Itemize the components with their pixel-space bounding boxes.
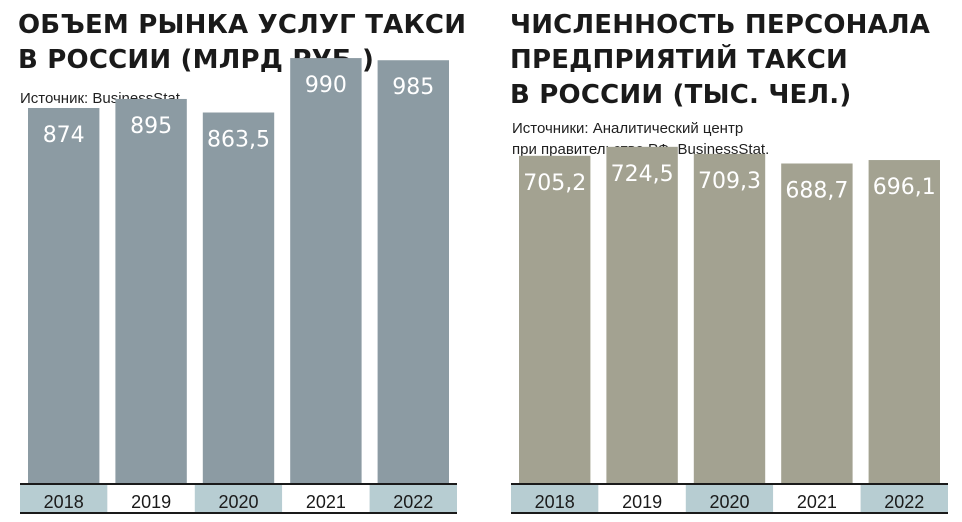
bar	[693, 153, 766, 484]
bar	[519, 155, 591, 484]
chart-title: ЧИСЛЕННОСТЬ ПЕРСОНАЛА ПРЕДПРИЯТИЙ ТАКСИ …	[510, 8, 930, 113]
bar	[115, 98, 187, 484]
bar	[606, 146, 678, 484]
x-tick-label: 2022	[884, 492, 924, 512]
bar-value-label: 863,5	[207, 128, 270, 153]
chart-source-line: Источники: Аналитический центр	[512, 120, 744, 137]
axis-band-cell	[860, 484, 948, 513]
bar-value-label: 705,2	[523, 171, 586, 196]
bar-value-label: 990	[305, 73, 347, 98]
chart-title-line: ЧИСЛЕННОСТЬ ПЕРСОНАЛА	[510, 10, 931, 40]
staff-count-panel: ЧИСЛЕННОСТЬ ПЕРСОНАЛА ПРЕДПРИЯТИЙ ТАКСИ …	[500, 0, 962, 522]
bar	[377, 60, 449, 484]
x-tick-label: 2020	[218, 492, 258, 512]
bar-value-label: 724,5	[611, 162, 674, 187]
chart-title-line: В РОССИИ (ТЫС. ЧЕЛ.)	[510, 80, 852, 110]
x-tick-label: 2020	[709, 492, 749, 512]
chart-title-line: ПРЕДПРИЯТИЙ ТАКСИ	[510, 45, 848, 75]
bar	[781, 163, 853, 484]
staff-count-chart: 705,2 724,5 709,3 688,7 696,1 2018 2019 2020 202…	[511, 146, 948, 514]
x-tick-label: 2021	[306, 492, 346, 512]
bar-value-label: 709,3	[698, 169, 761, 194]
x-tick-label: 2022	[393, 492, 433, 512]
bar-value-label: 688,7	[785, 178, 848, 203]
market-volume-panel: ОБЪЕМ РЫНКА УСЛУГ ТАКСИ В РОССИИ (МЛРД Р…	[0, 0, 470, 522]
bar-value-label: 696,1	[873, 175, 936, 200]
x-tick-label: 2018	[44, 492, 84, 512]
bar	[290, 58, 362, 485]
x-tick-label: 2018	[535, 492, 575, 512]
x-tick-label: 2021	[797, 492, 837, 512]
chart-title-line: ОБЪЕМ РЫНКА УСЛУГ ТАКСИ	[18, 10, 467, 40]
axis-band-cell	[685, 484, 774, 513]
axis-band-cell	[511, 484, 599, 513]
x-tick-label: 2019	[131, 492, 171, 512]
axis-band-cell	[369, 484, 457, 513]
x-tick-label: 2019	[622, 492, 662, 512]
market-volume-chart: 874 895 863,5 990 985 2018 2019 2020 2021 2022	[20, 58, 457, 514]
axis-band-cell	[20, 484, 108, 513]
axis-band-cell	[107, 484, 195, 513]
axis-band-cell	[194, 484, 283, 513]
bar-value-label: 874	[43, 123, 85, 148]
axis-band-cell	[598, 484, 686, 513]
bar-value-label: 895	[130, 114, 172, 139]
bar	[868, 160, 940, 484]
bar-value-label: 985	[392, 75, 434, 100]
axis-band-cell	[282, 484, 370, 513]
axis-band-cell	[773, 484, 861, 513]
bar	[202, 112, 275, 484]
bar	[28, 107, 100, 484]
